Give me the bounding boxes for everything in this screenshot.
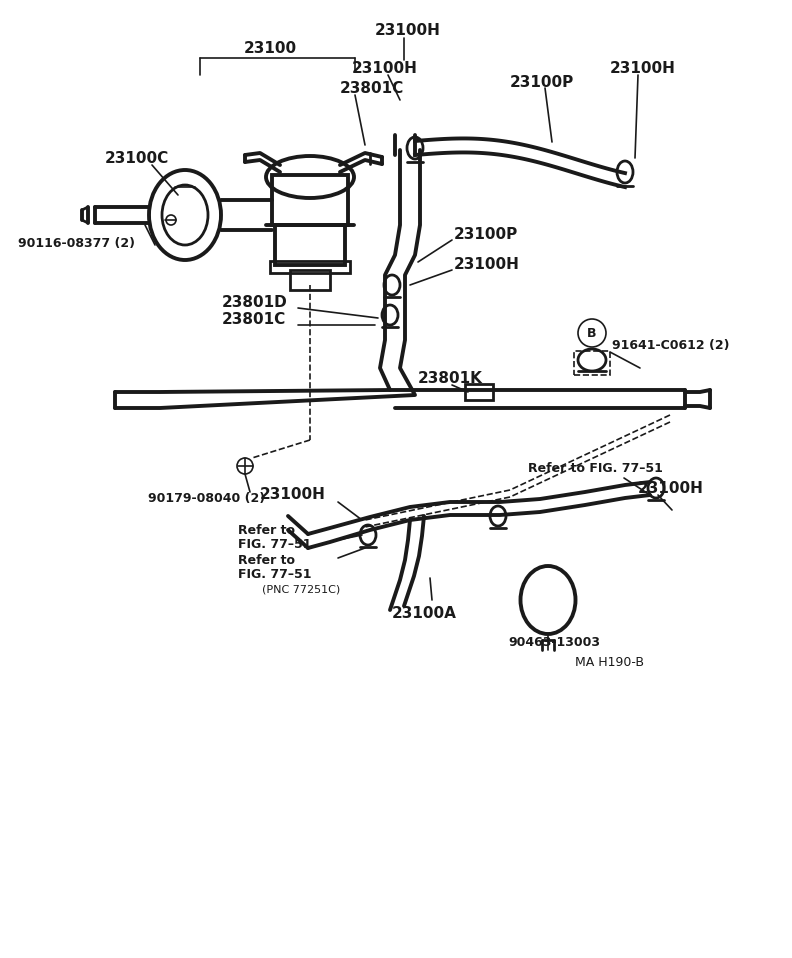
Text: 23100H: 23100H — [352, 60, 418, 76]
Text: 23100: 23100 — [243, 40, 296, 56]
Text: FIG. 77–51: FIG. 77–51 — [238, 568, 311, 582]
Text: 23100A: 23100A — [392, 605, 457, 621]
Text: 91641-C0612 (2): 91641-C0612 (2) — [612, 338, 729, 352]
Text: FIG. 77–51: FIG. 77–51 — [238, 538, 311, 552]
Text: 23801C: 23801C — [340, 80, 404, 96]
Text: Refer to: Refer to — [238, 523, 295, 536]
Text: 23801C: 23801C — [222, 311, 286, 327]
Text: 23100P: 23100P — [510, 75, 574, 89]
Text: (PNC 77251C): (PNC 77251C) — [262, 585, 341, 595]
Text: MA H190-B: MA H190-B — [575, 655, 644, 669]
Text: 23801D: 23801D — [222, 294, 287, 309]
Text: Refer to: Refer to — [238, 554, 295, 566]
Bar — [290, 270, 330, 290]
Bar — [275, 225, 345, 265]
Text: 23100H: 23100H — [610, 60, 676, 76]
Text: 23100C: 23100C — [105, 150, 169, 166]
Text: B: B — [587, 327, 596, 339]
Bar — [574, 351, 610, 375]
Text: 90179-08040 (2): 90179-08040 (2) — [148, 491, 265, 505]
Bar — [270, 261, 350, 273]
Bar — [272, 175, 348, 225]
Text: 23100H: 23100H — [638, 481, 704, 495]
Text: 23100H: 23100H — [454, 257, 520, 271]
Text: 90463-13003: 90463-13003 — [508, 636, 600, 650]
Text: 23100H: 23100H — [260, 487, 326, 501]
Text: Refer to FIG. 77–51: Refer to FIG. 77–51 — [528, 462, 663, 474]
Bar — [465, 384, 493, 400]
Text: 23801K: 23801K — [418, 371, 483, 385]
Text: 90116-08377 (2): 90116-08377 (2) — [18, 237, 135, 249]
Text: 23100P: 23100P — [454, 226, 518, 241]
Text: 23100H: 23100H — [375, 22, 441, 37]
